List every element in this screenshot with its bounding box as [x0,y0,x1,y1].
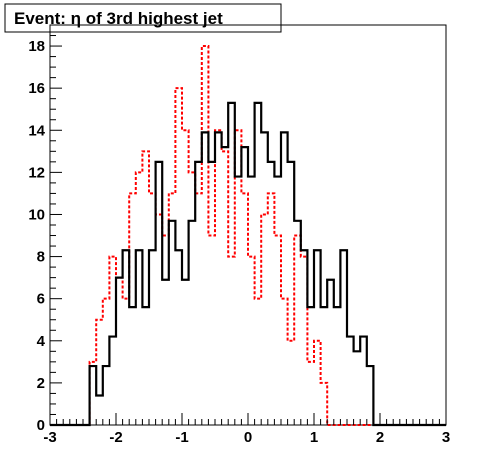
y-tick-label: 18 [28,38,45,55]
x-tick-label: -2 [109,429,122,446]
y-tick-label: 8 [37,249,45,266]
series-dashed-histogram [50,45,446,426]
x-tick-label: 1 [310,429,318,446]
y-tick-label: 0 [37,417,45,434]
y-tick-label: 2 [37,375,45,392]
x-tick-label: -1 [175,429,188,446]
y-tick-label: 14 [28,122,45,139]
x-tick-label: 2 [376,429,384,446]
y-tick-label: 12 [28,164,45,181]
y-tick-label: 4 [37,333,46,350]
x-tick-label: 0 [244,429,252,446]
x-tick-label: -3 [43,429,56,446]
y-tick-label: 10 [28,206,45,223]
chart-title-box: Event: η of 3rd highest jet [4,3,282,33]
y-tick-label: 16 [28,80,45,97]
title-frame [4,3,282,33]
y-tick-label: 6 [37,291,45,308]
series-solid-histogram [50,101,446,427]
x-tick-label: 3 [442,429,450,446]
chart-title: Event: η of 3rd highest jet [14,9,223,28]
series-layer [50,45,446,427]
